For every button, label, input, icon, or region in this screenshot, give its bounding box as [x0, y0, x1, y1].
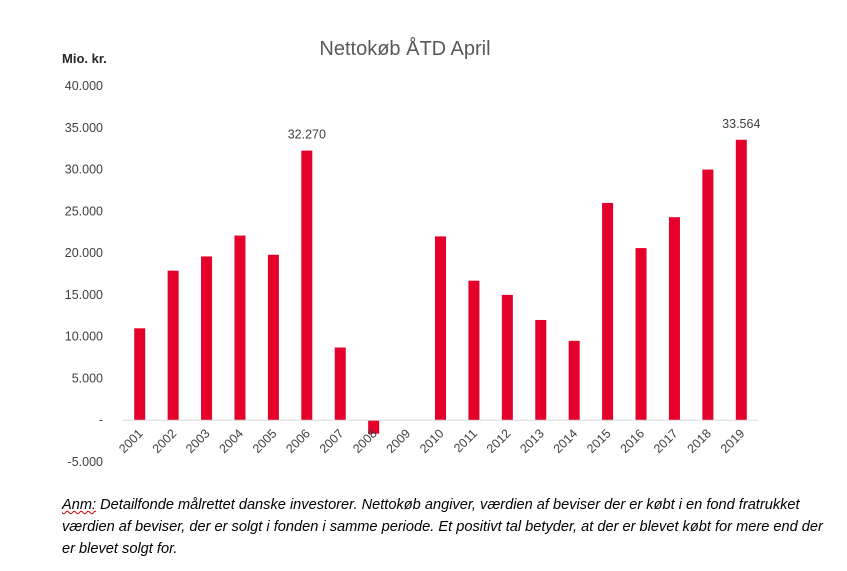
- bar-2015: [602, 202, 614, 421]
- x-tick-label: 2018: [684, 426, 714, 456]
- data-labels: 32.270 33.564: [288, 117, 761, 142]
- footnote: Anm: Detailfonde målrettet danske invest…: [62, 494, 837, 560]
- bar-2008: [368, 420, 380, 434]
- x-tick-label: 2015: [584, 426, 614, 456]
- x-tick-label: 2004: [217, 426, 247, 456]
- x-tick-label: 2012: [484, 426, 514, 456]
- y-tick-label: 40.000: [65, 79, 103, 93]
- x-tick-label: 2017: [651, 426, 681, 456]
- y-tick-label: 25.000: [65, 204, 103, 218]
- y-axis-ticks: 40.000 35.000 30.000 25.000 20.000 15.000 10.0…: [65, 79, 103, 469]
- x-tick-label: 2009: [384, 426, 414, 456]
- y-tick-label: 15.000: [65, 288, 103, 302]
- x-tick-label: 2013: [517, 426, 547, 456]
- footnote-text: Detailfonde målrettet danske investorer.…: [62, 497, 823, 557]
- bar-2003: [201, 256, 213, 421]
- x-tick-label: 2016: [618, 426, 648, 456]
- bar-chart: Nettokøb ÅTD April Mio. kr. 40.000 35.000…: [62, 37, 761, 469]
- x-tick-label: 2003: [183, 426, 213, 456]
- x-tick-label: 2006: [283, 426, 313, 456]
- x-tick-label: 2002: [150, 426, 180, 456]
- bar-2019: [735, 139, 747, 421]
- bar-2013: [535, 319, 547, 421]
- bar-2017: [668, 217, 680, 421]
- chart-title: Nettokøb ÅTD April: [319, 37, 490, 60]
- y-tick-label: 5.000: [72, 371, 103, 385]
- bar-2018: [702, 169, 714, 421]
- y-tick-label: -5.000: [68, 455, 103, 469]
- bar-2005: [267, 254, 279, 421]
- data-label: 32.270: [288, 128, 326, 142]
- x-tick-label: 2014: [551, 426, 581, 456]
- x-axis-ticks: 2001 2002 2003 2004 2005 2006 2007 2008 2009 2010…: [116, 426, 747, 456]
- bars: [134, 139, 747, 434]
- x-tick-label: 2005: [250, 426, 280, 456]
- data-label: 33.564: [722, 117, 760, 131]
- bar-2001: [134, 328, 146, 421]
- x-tick-label: 2010: [417, 426, 447, 456]
- y-tick-label: 30.000: [65, 163, 103, 177]
- bar-2014: [568, 340, 580, 421]
- bar-2002: [167, 270, 179, 421]
- x-tick-label: 2011: [451, 426, 480, 455]
- y-tick-label: 10.000: [65, 330, 103, 344]
- footnote-prefix: Anm:: [62, 497, 97, 513]
- bar-2004: [234, 235, 246, 421]
- x-tick-label: 2007: [317, 426, 347, 456]
- y-tick-label: -: [99, 413, 103, 427]
- y-tick-label: 35.000: [65, 121, 103, 135]
- bar-2011: [468, 280, 480, 421]
- bar-2012: [501, 294, 513, 421]
- bar-2016: [635, 248, 647, 421]
- bar-2010: [435, 236, 446, 421]
- y-tick-label: 20.000: [65, 246, 103, 260]
- x-tick-label: 2001: [116, 426, 146, 456]
- y-axis-label: Mio. kr.: [62, 51, 107, 66]
- bar-2007: [334, 347, 346, 421]
- x-tick-label: 2019: [718, 426, 748, 456]
- bar-2006: [301, 150, 313, 421]
